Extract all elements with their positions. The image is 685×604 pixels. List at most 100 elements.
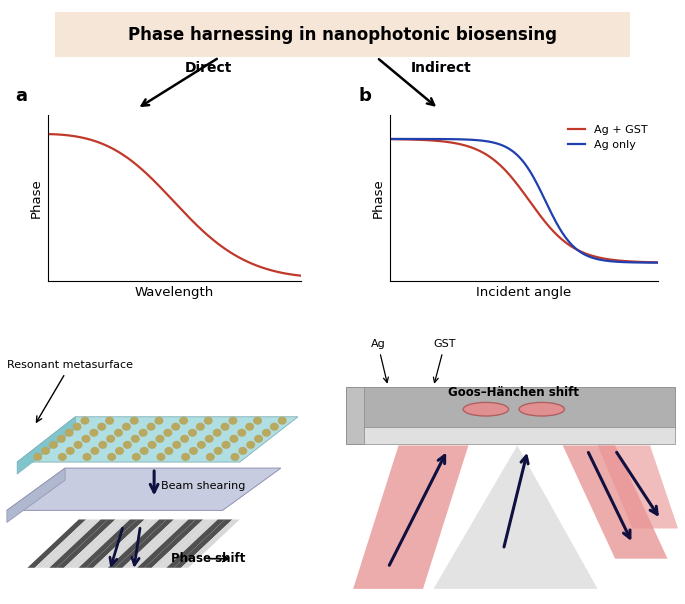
Polygon shape	[159, 519, 218, 568]
Circle shape	[49, 442, 57, 448]
Polygon shape	[101, 519, 159, 568]
Circle shape	[82, 417, 89, 424]
Polygon shape	[434, 446, 597, 589]
Circle shape	[114, 429, 122, 436]
Polygon shape	[35, 519, 93, 568]
Circle shape	[239, 448, 247, 454]
Legend: Ag + GST, Ag only: Ag + GST, Ag only	[564, 120, 652, 155]
Polygon shape	[152, 519, 210, 568]
Polygon shape	[137, 519, 196, 568]
Ag only	[492, 140, 500, 147]
Circle shape	[230, 435, 238, 442]
Polygon shape	[17, 417, 75, 474]
Polygon shape	[71, 519, 130, 568]
Polygon shape	[93, 519, 152, 568]
Ag + GST	[554, 233, 562, 240]
X-axis label: Wavelength: Wavelength	[135, 286, 214, 300]
Polygon shape	[145, 519, 203, 568]
Circle shape	[82, 435, 90, 442]
Circle shape	[278, 417, 286, 424]
Polygon shape	[86, 519, 145, 568]
Circle shape	[207, 454, 214, 460]
Text: Ag: Ag	[371, 339, 388, 382]
Circle shape	[188, 429, 196, 436]
Polygon shape	[7, 468, 65, 522]
Circle shape	[165, 448, 173, 454]
Text: b: b	[358, 88, 371, 106]
Circle shape	[116, 448, 123, 454]
Circle shape	[140, 429, 147, 436]
Polygon shape	[174, 519, 232, 568]
Polygon shape	[57, 519, 115, 568]
Circle shape	[181, 435, 188, 442]
Circle shape	[164, 429, 171, 436]
Polygon shape	[353, 446, 469, 589]
Ag + GST	[419, 137, 427, 144]
Circle shape	[231, 454, 238, 460]
Ag only	[580, 250, 588, 257]
Circle shape	[157, 454, 164, 460]
Circle shape	[214, 448, 222, 454]
Polygon shape	[115, 519, 174, 568]
Circle shape	[172, 423, 179, 430]
Circle shape	[253, 417, 261, 424]
Ag only	[580, 251, 588, 258]
Text: Phase harnessing in nanophotonic biosensing: Phase harnessing in nanophotonic biosens…	[128, 26, 557, 43]
Circle shape	[123, 442, 132, 448]
Polygon shape	[562, 446, 667, 559]
Circle shape	[179, 417, 188, 424]
Y-axis label: Phase: Phase	[29, 178, 42, 217]
Text: a: a	[15, 88, 27, 106]
Circle shape	[98, 423, 105, 430]
Circle shape	[221, 423, 229, 430]
Circle shape	[247, 442, 254, 448]
Circle shape	[58, 435, 65, 442]
Text: Indirect: Indirect	[411, 61, 472, 75]
Circle shape	[108, 454, 115, 460]
FancyBboxPatch shape	[26, 10, 659, 60]
Circle shape	[34, 454, 41, 460]
Ag + GST	[386, 135, 395, 143]
Ag only	[653, 259, 662, 266]
Circle shape	[206, 435, 213, 442]
Ellipse shape	[463, 402, 508, 416]
Polygon shape	[42, 519, 101, 568]
Circle shape	[130, 417, 138, 424]
Circle shape	[246, 423, 253, 430]
Polygon shape	[346, 387, 675, 429]
Circle shape	[42, 448, 49, 454]
Circle shape	[99, 442, 107, 448]
Polygon shape	[346, 387, 364, 444]
Text: Direct: Direct	[185, 61, 232, 75]
Circle shape	[58, 454, 66, 460]
Circle shape	[107, 435, 114, 442]
Circle shape	[204, 417, 212, 424]
Polygon shape	[17, 417, 298, 462]
Circle shape	[148, 442, 156, 448]
Ag only	[386, 135, 395, 143]
Polygon shape	[346, 428, 675, 444]
Polygon shape	[49, 519, 108, 568]
Circle shape	[229, 417, 237, 424]
Circle shape	[66, 429, 73, 436]
Circle shape	[213, 429, 221, 436]
Circle shape	[197, 423, 204, 430]
Circle shape	[91, 448, 99, 454]
Polygon shape	[108, 519, 166, 568]
Circle shape	[190, 448, 197, 454]
Circle shape	[197, 442, 205, 448]
Line: Ag + GST: Ag + GST	[390, 139, 658, 262]
Circle shape	[84, 454, 90, 460]
Circle shape	[156, 435, 164, 442]
Text: Phase shift: Phase shift	[171, 552, 246, 565]
Polygon shape	[166, 519, 225, 568]
Circle shape	[222, 442, 230, 448]
Polygon shape	[130, 519, 188, 568]
Circle shape	[147, 423, 155, 430]
Ag + GST	[580, 249, 588, 256]
Text: Beam shearing: Beam shearing	[161, 481, 245, 491]
Polygon shape	[27, 519, 86, 568]
Polygon shape	[181, 519, 240, 568]
Text: Goos–Hänchen shift: Goos–Hänchen shift	[448, 386, 580, 399]
Circle shape	[238, 429, 245, 436]
